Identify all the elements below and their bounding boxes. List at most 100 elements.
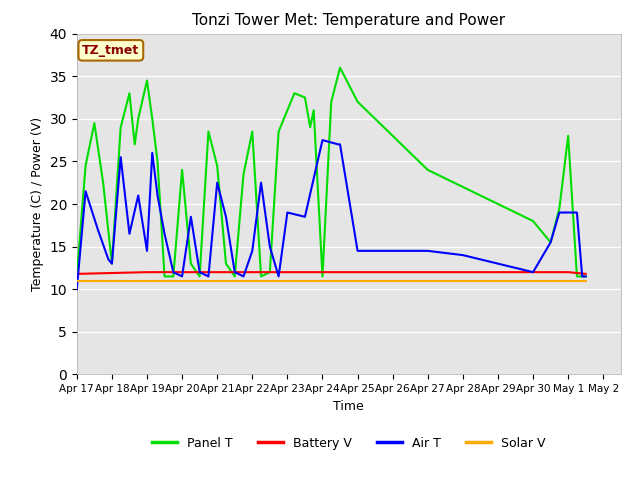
Panel T [424, 167, 431, 173]
Air T [564, 210, 572, 216]
Air T [494, 261, 502, 266]
Air T [205, 274, 212, 279]
Panel T [187, 261, 195, 266]
Battery V [582, 271, 589, 277]
Air T [125, 231, 133, 237]
Panel T [248, 129, 256, 134]
Panel T [582, 274, 589, 279]
Air T [556, 210, 563, 216]
Air T [579, 274, 586, 279]
Panel T [131, 142, 138, 147]
Text: TZ_tmet: TZ_tmet [82, 44, 140, 57]
Battery V [73, 271, 81, 277]
Air T [73, 286, 81, 292]
Air T [179, 274, 186, 279]
Air T [582, 274, 589, 279]
Battery V [213, 269, 221, 275]
Panel T [547, 240, 554, 245]
Panel T [284, 108, 291, 113]
Air T [108, 261, 116, 266]
Battery V [564, 269, 572, 275]
Air T [319, 137, 326, 143]
Battery V [143, 269, 151, 275]
Air T [117, 154, 125, 160]
Panel T [573, 274, 580, 279]
Air T [266, 244, 274, 250]
Air T [94, 227, 102, 232]
Panel T [319, 274, 326, 279]
Air T [187, 214, 195, 220]
Panel T [222, 261, 230, 266]
Panel T [328, 99, 335, 105]
Air T [82, 188, 90, 194]
Panel T [301, 95, 308, 100]
Line: Air T: Air T [77, 140, 586, 289]
Panel T [196, 274, 204, 279]
Panel T [239, 171, 247, 177]
Panel T [336, 65, 344, 71]
Line: Panel T: Panel T [77, 68, 586, 276]
Panel T [161, 274, 168, 279]
Y-axis label: Temperature (C) / Power (V): Temperature (C) / Power (V) [31, 117, 44, 291]
Solar V [336, 278, 344, 284]
Battery V [319, 269, 326, 275]
Air T [284, 210, 291, 216]
Air T [301, 214, 308, 220]
Air T [154, 192, 161, 198]
Panel T [143, 78, 151, 84]
Air T [213, 180, 221, 186]
Air T [196, 269, 204, 275]
Panel T [73, 274, 81, 279]
Panel T [205, 129, 212, 134]
Air T [335, 142, 342, 147]
Air T [275, 274, 282, 279]
Panel T [291, 90, 298, 96]
Air T [336, 142, 344, 147]
Solar V [582, 278, 589, 284]
Air T [239, 274, 247, 279]
Panel T [275, 129, 282, 134]
Panel T [125, 90, 133, 96]
Panel T [134, 116, 142, 121]
Panel T [310, 108, 317, 113]
Air T [161, 231, 168, 237]
Panel T [117, 124, 125, 130]
Panel T [564, 133, 572, 139]
Air T [389, 248, 397, 254]
Title: Tonzi Tower Met: Temperature and Power: Tonzi Tower Met: Temperature and Power [192, 13, 506, 28]
Panel T [257, 274, 265, 279]
Panel T [529, 218, 537, 224]
Panel T [459, 184, 467, 190]
Panel T [354, 99, 362, 105]
Air T [143, 248, 151, 254]
Panel T [148, 116, 156, 121]
Panel T [556, 205, 563, 211]
Solar V [73, 278, 81, 284]
Battery V [284, 269, 291, 275]
Battery V [336, 269, 344, 275]
Panel T [179, 167, 186, 173]
Panel T [389, 133, 397, 139]
Panel T [108, 261, 116, 266]
Panel T [170, 274, 177, 279]
Air T [222, 214, 230, 220]
Air T [459, 252, 467, 258]
Air T [148, 150, 156, 156]
Air T [529, 269, 537, 275]
Panel T [494, 201, 502, 207]
Panel T [307, 124, 314, 130]
Panel T [154, 158, 161, 164]
Air T [231, 269, 239, 275]
Air T [354, 248, 362, 254]
Battery V [547, 269, 554, 275]
Panel T [213, 163, 221, 168]
Air T [424, 248, 431, 254]
Air T [170, 269, 177, 275]
Air T [134, 192, 142, 198]
Panel T [90, 120, 98, 126]
Air T [573, 210, 580, 216]
Panel T [266, 269, 274, 275]
Air T [104, 256, 112, 262]
Panel T [99, 180, 107, 186]
X-axis label: Time: Time [333, 400, 364, 413]
